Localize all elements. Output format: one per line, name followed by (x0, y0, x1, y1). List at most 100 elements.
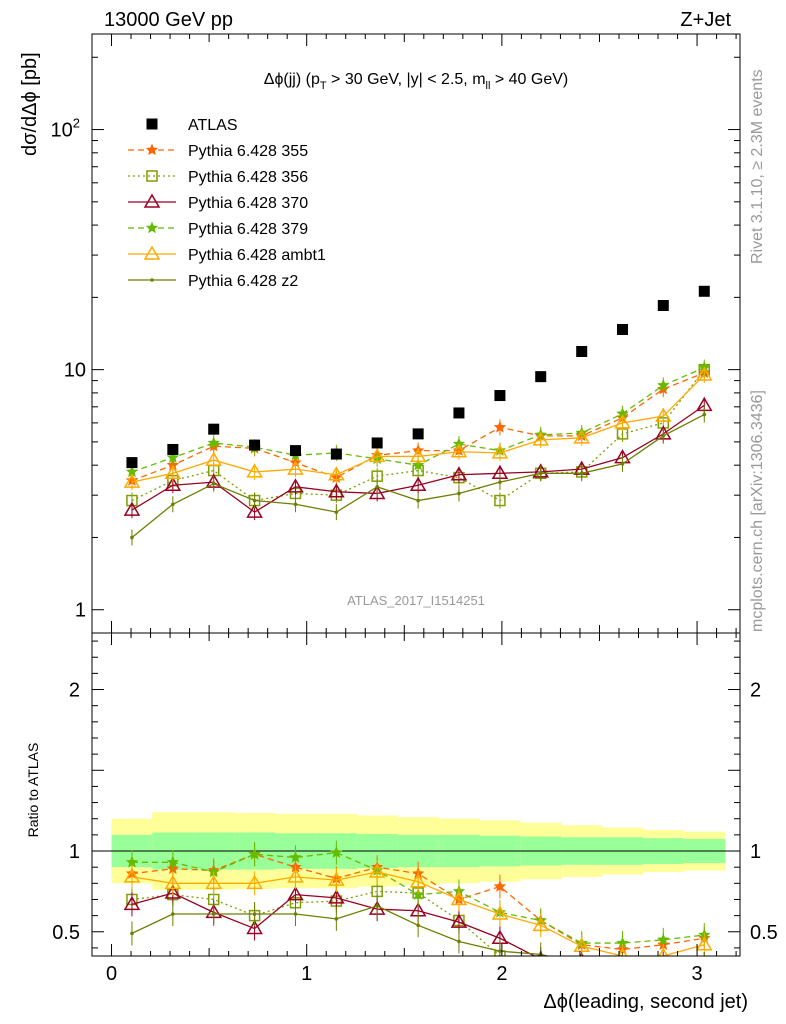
main-panel: 1 10 102 (51, 33, 741, 634)
data-point (450, 466, 468, 481)
ratio-point (577, 957, 587, 967)
ratio-point (164, 884, 182, 899)
ratio-point (211, 912, 216, 916)
data-point (207, 436, 220, 449)
ratio-frame (91, 632, 741, 957)
legend-label: Pythia 6.428 ambt1 (188, 247, 326, 264)
ratio-point (580, 962, 584, 966)
data-point (208, 423, 220, 435)
legend-marker (145, 143, 159, 156)
data-point (287, 478, 304, 493)
data-point (123, 473, 141, 488)
ratio-point (532, 916, 550, 932)
ratio-point (573, 937, 591, 953)
data-point (661, 434, 666, 438)
ratio-point (293, 912, 298, 916)
data-point (164, 476, 182, 491)
chart-title: Δϕ(jj) (pT > 30 GeV, |y| < 2.5, mll > 40… (264, 71, 568, 92)
process-label: Z+Jet (680, 9, 731, 31)
data-point (123, 501, 141, 516)
ratio-point (334, 917, 339, 921)
data-point (125, 465, 139, 478)
legend-marker (143, 193, 161, 208)
ratio-point (328, 871, 345, 886)
ratio-point (661, 962, 665, 966)
ratio-point (450, 890, 468, 906)
legend-label: Pythia 6.428 356 (188, 169, 308, 186)
main-y-tick-label: 10 (64, 360, 86, 382)
data-point (412, 458, 425, 471)
energy-label: 13000 GeV pp (104, 9, 233, 31)
ratio-y-tick-label-right: 0.5 (750, 922, 778, 944)
main-y-tick-label: 102 (51, 116, 80, 142)
data-point (538, 471, 543, 476)
legend-label: Pythia 6.428 355 (188, 143, 308, 160)
data-point (368, 484, 386, 500)
data-point (211, 481, 216, 486)
legend-marker (143, 245, 161, 260)
x-tick-label: 3 (691, 963, 702, 985)
ratio-point (368, 863, 386, 878)
x-tick-label: 2 (496, 963, 507, 985)
x-tick-label: 1 (301, 963, 312, 985)
data-point (371, 437, 383, 449)
x-axis-title: Δϕ(leading, second jet) (543, 991, 748, 1013)
ratio-point (621, 962, 625, 966)
data-point (166, 451, 179, 463)
legend-entry: ATLAS (146, 117, 238, 134)
ratio-point (657, 933, 670, 946)
data-point (171, 502, 175, 507)
data-point (416, 498, 420, 503)
main-y-axis-title: dσ/dΔϕ [pb] (19, 52, 41, 156)
legend-marker (150, 278, 154, 282)
data-point (252, 498, 257, 503)
data-point (532, 431, 550, 446)
ratio-point (171, 912, 175, 916)
legend: ATLAS Pythia 6.428 355 Pythia 6.428 356 Pyt… (128, 117, 326, 290)
legend-entry: Pythia 6.428 370 (128, 193, 308, 212)
data-point (249, 439, 261, 451)
ratio-point (412, 888, 425, 900)
data-point (126, 457, 138, 469)
data-point (579, 471, 584, 476)
rivet-version-label: Rivet 3.1.10, ≥ 2.3M events (749, 69, 766, 264)
legend-marker (146, 118, 158, 130)
data-point (614, 414, 631, 429)
ratio-point (622, 955, 623, 956)
data-point (657, 299, 669, 311)
data-point (334, 510, 339, 514)
ratio-point (287, 868, 304, 883)
data-point (167, 443, 179, 455)
ratio-point (450, 913, 468, 928)
main-y-tick-label: 1 (75, 600, 86, 622)
data-point (535, 371, 547, 383)
data-point (695, 366, 713, 381)
legend-label: Pythia 6.428 z2 (188, 273, 298, 290)
data-point (328, 466, 345, 481)
data-point (494, 390, 506, 402)
ratio-point (123, 868, 141, 883)
ratio-point (534, 955, 547, 956)
ratio-point (498, 949, 502, 953)
data-point (330, 448, 342, 460)
legend-entry: Pythia 6.428 355 (128, 143, 308, 160)
ratio-point (618, 959, 628, 969)
data-point (289, 445, 301, 457)
data-point (246, 503, 263, 518)
ratio-point (123, 895, 141, 911)
ratio-point (409, 873, 427, 888)
data-point (409, 447, 427, 463)
ratio-point (616, 936, 629, 949)
ratio-panel: 0.5 0.5 1 1 2 2 0 1 2 3 (52, 632, 778, 985)
data-point (620, 462, 625, 466)
ratio-point (663, 955, 664, 956)
ratio-point (416, 923, 420, 928)
ratio-point (658, 959, 668, 969)
ratio-point (125, 855, 139, 868)
ratio-point (375, 904, 379, 908)
ratio-point (658, 947, 669, 956)
ratio-point (289, 851, 302, 863)
data-point (287, 460, 304, 475)
data-point (246, 463, 263, 478)
